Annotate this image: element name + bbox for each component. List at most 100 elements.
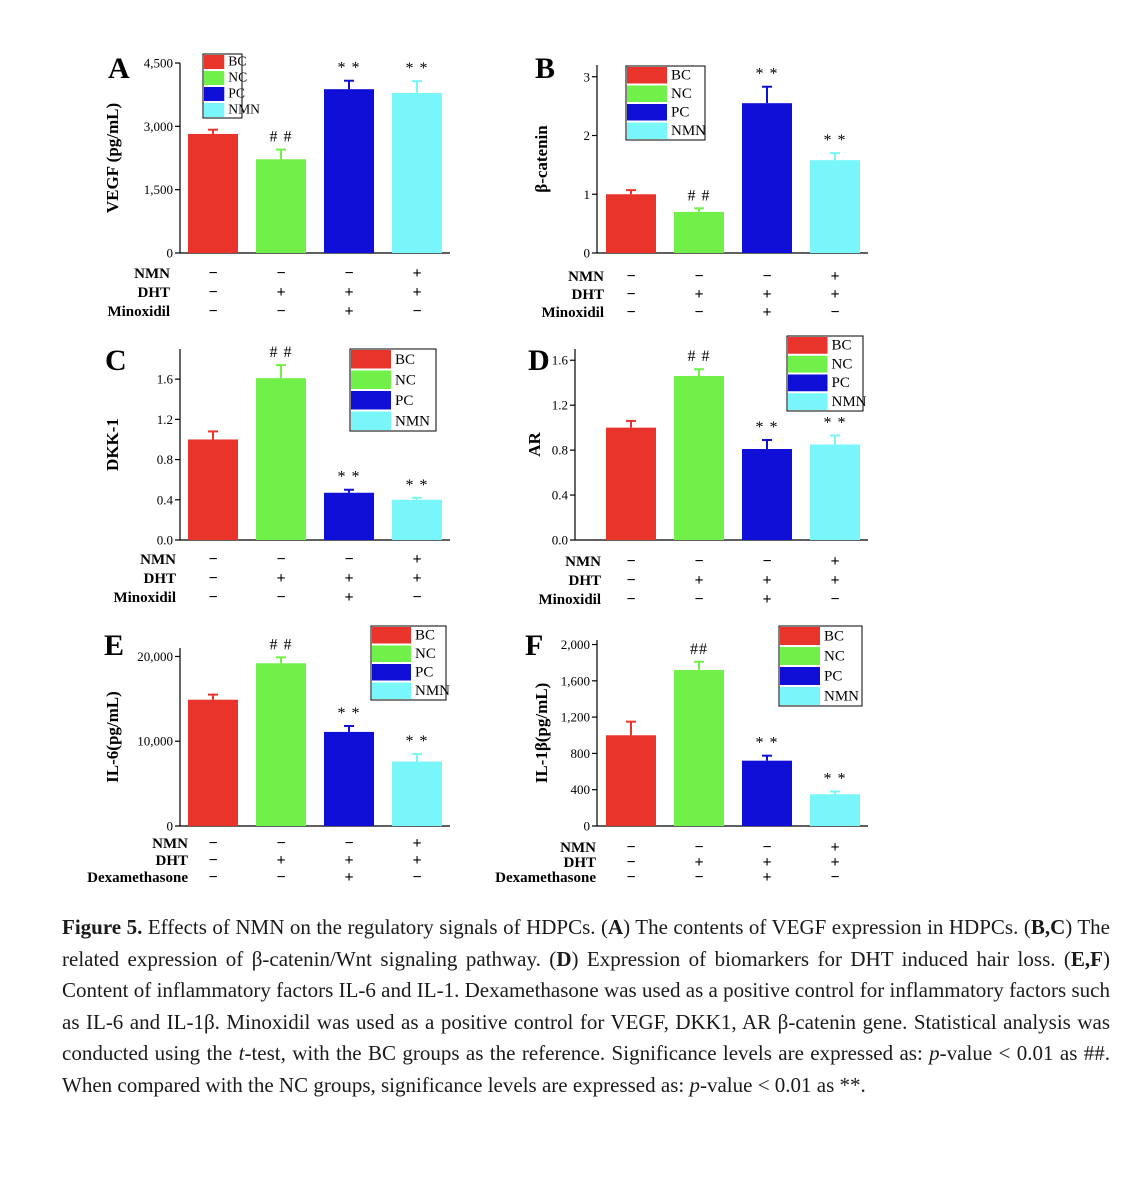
legend-swatch-bc <box>351 350 391 369</box>
condition-label: NMN <box>568 269 604 285</box>
legend-label: NMN <box>415 683 450 699</box>
legend-swatch-nc <box>351 370 391 389</box>
bar-bc <box>188 699 238 826</box>
condition-sign: + <box>762 304 771 321</box>
y-tick-label: 3 <box>584 69 591 84</box>
condition-sign: − <box>208 265 217 282</box>
legend-swatch-bc <box>788 337 828 354</box>
y-tick-label: 0.8 <box>552 443 568 458</box>
condition-label: DHT <box>137 285 170 301</box>
y-tick-label: 1.2 <box>157 412 173 427</box>
legend-label: BC <box>671 67 691 83</box>
condition-sign: − <box>626 869 635 886</box>
condition-sign: + <box>344 589 353 606</box>
condition-sign: − <box>626 854 635 871</box>
condition-label: NMN <box>140 552 176 568</box>
chart-panel-A: A 0 1,500 3,000 4,500 VEGF (pg/mL) # # * * * * BC… <box>103 52 450 320</box>
y-tick-label: 1.6 <box>552 353 569 368</box>
condition-sign: − <box>344 265 353 282</box>
legend-label: NC <box>824 648 845 664</box>
bar-nmn <box>392 499 442 540</box>
bar-pc <box>742 760 792 826</box>
legend-swatch-pc <box>351 391 391 410</box>
y-axis-label: VEGF (pg/mL) <box>103 103 122 213</box>
caption-text: -value < 0.01 as ##. When compared with … <box>62 1041 1110 1097</box>
chart-panel-E: E 0 10,000 20,000 IL-6(pg/mL) # # * * * * BC NC PC… <box>87 625 450 886</box>
condition-sign: + <box>830 268 839 285</box>
condition-label: DHT <box>563 855 596 871</box>
legend-swatch-nc <box>627 85 667 102</box>
chart-panel-F: F 0 400 800 1,200 1,600 2,000 IL-1β(pg/mL) ## * *… <box>495 625 868 886</box>
condition-sign: − <box>208 303 217 320</box>
legend-swatch-bc <box>204 55 225 69</box>
legend-swatch-pc <box>627 104 667 121</box>
bar-nc <box>674 669 724 826</box>
condition-sign: − <box>694 304 703 321</box>
condition-label: Dexamethasone <box>495 870 596 886</box>
legend-label: PC <box>824 668 842 684</box>
bar-pc <box>742 448 792 540</box>
significance-mark: * * <box>406 733 429 750</box>
y-tick-label: 0.8 <box>157 452 173 467</box>
legend-label: BC <box>832 338 852 354</box>
condition-sign: − <box>830 869 839 886</box>
condition-sign: + <box>762 869 771 886</box>
bar-nmn <box>810 444 860 540</box>
y-tick-label: 0.0 <box>157 533 173 548</box>
legend-label: PC <box>671 104 689 120</box>
condition-label: Minoxidil <box>107 304 170 320</box>
legend-label: BC <box>415 627 435 643</box>
significance-mark: * * <box>338 469 361 486</box>
condition-sign: − <box>694 869 703 886</box>
condition-sign: − <box>694 268 703 285</box>
condition-sign: − <box>276 551 285 568</box>
significance-mark: ## <box>690 641 708 658</box>
significance-mark: * * <box>824 132 847 149</box>
y-axis-label: IL-6(pg/mL) <box>103 691 122 783</box>
legend-label: NMN <box>824 688 859 704</box>
y-tick-label: 1,500 <box>144 182 173 197</box>
condition-sign: − <box>344 835 353 852</box>
condition-sign: − <box>276 589 285 606</box>
condition-sign: − <box>276 869 285 886</box>
y-tick-label: 2,000 <box>561 637 590 652</box>
condition-sign: − <box>694 839 703 856</box>
caption-text: ) The contents of VEGF expression in HDP… <box>623 915 1031 939</box>
condition-label: DHT <box>155 853 188 869</box>
condition-sign: + <box>762 591 771 608</box>
condition-sign: − <box>344 551 353 568</box>
y-tick-label: 3,000 <box>144 119 173 134</box>
bar-nc <box>256 159 306 253</box>
panel-letter: B <box>535 52 555 85</box>
condition-sign: + <box>344 570 353 587</box>
significance-mark: * * <box>338 60 361 77</box>
condition-sign: + <box>412 852 421 869</box>
condition-sign: + <box>276 570 285 587</box>
legend-label: BC <box>824 628 844 644</box>
caption-panel-ref: D <box>556 946 572 971</box>
condition-label: DHT <box>568 573 601 589</box>
legend-swatch-nmn <box>372 682 411 699</box>
condition-sign: + <box>762 572 771 589</box>
condition-sign: + <box>276 852 285 869</box>
legend-label: NC <box>395 372 416 388</box>
significance-mark: # # <box>270 344 293 361</box>
bar-nmn <box>810 794 860 826</box>
significance-mark: * * <box>338 705 361 722</box>
condition-sign: − <box>276 835 285 852</box>
y-axis-label: IL-1β(pg/mL) <box>532 683 551 784</box>
condition-sign: + <box>830 854 839 871</box>
panel-letter: D <box>528 344 550 377</box>
legend-swatch-nc <box>780 647 820 665</box>
caption-italic: t <box>238 1041 245 1065</box>
condition-sign: − <box>830 304 839 321</box>
condition-sign: + <box>276 284 285 301</box>
legend-swatch-pc <box>372 664 411 681</box>
legend-swatch-bc <box>372 627 411 644</box>
caption-text: Effects of NMN on the regulatory signals… <box>142 915 608 939</box>
